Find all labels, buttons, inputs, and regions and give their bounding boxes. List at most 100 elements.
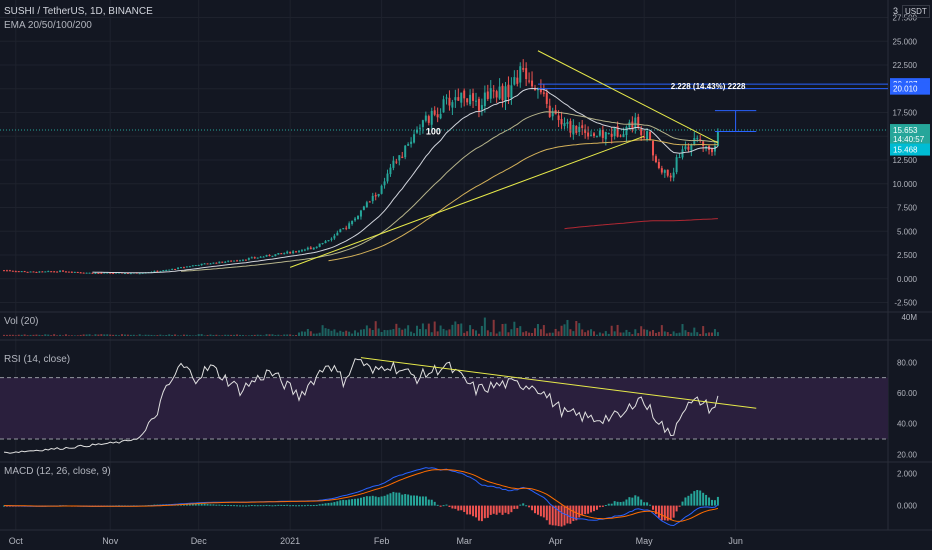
y-tick-label: 25.000 — [893, 37, 918, 46]
candle-body — [427, 116, 430, 123]
candle-body — [439, 113, 442, 119]
volume-bar — [182, 334, 185, 336]
ema-200-line — [564, 218, 718, 230]
macd-histogram-bar — [652, 505, 654, 510]
volume-bar — [557, 331, 560, 336]
volume-bar — [495, 333, 498, 336]
candle-body — [371, 195, 374, 202]
volume-bar — [584, 332, 587, 336]
macd-tick-label: 0.000 — [897, 502, 918, 511]
macd-histogram-bar — [354, 498, 357, 506]
macd-histogram-bar — [430, 499, 433, 506]
volume-bar — [76, 335, 79, 336]
macd-histogram-bar — [244, 505, 247, 507]
candle-body — [3, 270, 5, 272]
macd-histogram-bar — [675, 505, 678, 512]
macd-histogram-bar — [522, 503, 525, 506]
candle-body — [380, 185, 383, 194]
volume-bar — [185, 334, 188, 336]
volume-bar — [578, 323, 581, 336]
volume-bar — [56, 335, 59, 336]
volume-bar — [233, 334, 236, 336]
candle-body — [348, 223, 351, 229]
volume-bar — [168, 334, 171, 336]
volume-bar — [73, 335, 76, 336]
candle-body — [224, 261, 227, 263]
volume-bar — [699, 333, 702, 336]
candle-body — [59, 270, 62, 272]
macd-histogram-bar — [209, 504, 212, 506]
candle-body — [50, 271, 53, 273]
volume-bar — [416, 325, 418, 336]
volume-bar — [41, 335, 44, 336]
candle-body — [657, 162, 660, 169]
candle-body — [581, 125, 584, 128]
macd-histogram-bar — [357, 498, 359, 506]
volume-bar — [298, 332, 300, 336]
rsi-pane — [0, 357, 888, 454]
ema-50-line — [180, 111, 718, 272]
volume-bar — [684, 330, 687, 336]
volume-bar — [672, 331, 675, 336]
candle-body — [699, 139, 702, 141]
candle-body — [221, 261, 224, 263]
candle-body — [477, 98, 480, 111]
y-tick-label: 27.500 — [893, 14, 918, 23]
candle-body — [64, 271, 67, 273]
macd-histogram-bar — [619, 502, 622, 506]
macd-histogram-bar — [713, 500, 716, 506]
volume-bar — [407, 325, 410, 336]
candle-body — [383, 181, 386, 186]
volume-bar — [348, 331, 351, 336]
volume-bar — [652, 330, 654, 336]
macd-histogram-bar — [654, 505, 657, 515]
volume-bar — [681, 324, 684, 336]
volume-bar — [5, 334, 8, 336]
macd-histogram-bar — [595, 505, 598, 510]
candle-body — [233, 260, 236, 262]
candle-body — [185, 266, 188, 268]
candle-body — [368, 201, 371, 203]
volume-bar — [696, 332, 699, 336]
macd-histogram-bar — [681, 501, 684, 506]
macd-histogram-bar — [212, 504, 215, 506]
y-tick-label: -2.500 — [894, 299, 917, 308]
volume-bar — [678, 332, 681, 336]
candle-body — [595, 135, 598, 137]
volume-bar — [85, 334, 88, 336]
candle-body — [460, 92, 463, 103]
macd-histogram-bar — [330, 502, 333, 506]
candle-body — [268, 254, 271, 256]
grid-lines — [0, 0, 888, 530]
macd-histogram-bar — [572, 505, 575, 522]
volume-bar — [486, 330, 489, 336]
macd-histogram-bar — [206, 504, 209, 506]
volume-bar — [590, 329, 593, 336]
candle-body — [345, 227, 348, 229]
volume-bar — [64, 334, 67, 336]
candle-body — [519, 66, 522, 83]
macd-histogram-bar — [410, 495, 413, 506]
candle-body — [507, 84, 510, 98]
candle-body — [601, 130, 604, 138]
macd-histogram-bar — [501, 505, 504, 515]
volume-bar — [94, 334, 97, 336]
volume-bar — [150, 334, 153, 336]
candle-body — [475, 100, 477, 102]
macd-histogram-bar — [298, 505, 300, 507]
macd-histogram-bar — [250, 505, 253, 507]
candle-body — [197, 264, 200, 266]
candle-body — [14, 271, 17, 273]
candle-body — [330, 238, 333, 240]
volume-bar — [477, 333, 480, 336]
macd-histogram-bar — [342, 499, 345, 506]
price-tag-label: 20.010 — [893, 85, 918, 94]
volume-bar — [427, 323, 430, 336]
currency-label: USDT — [902, 5, 930, 18]
macd-histogram-bar — [569, 505, 572, 524]
candle-body — [531, 80, 534, 87]
candle-body — [321, 243, 324, 245]
candle-body — [351, 220, 354, 224]
candle-body — [327, 240, 330, 242]
macd-histogram-bar — [345, 500, 348, 506]
